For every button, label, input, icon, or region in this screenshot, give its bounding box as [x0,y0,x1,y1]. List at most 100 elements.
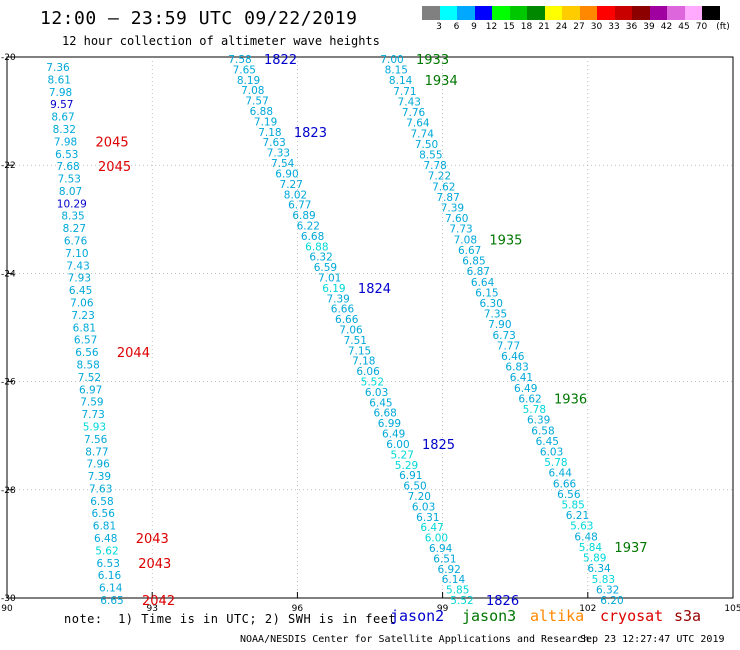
wave-height-value: 7.08 [241,85,264,97]
wave-height-value: 7.58 [228,54,251,66]
legend-tick-label: 36 [625,22,638,32]
wave-height-value: 6.53 [97,558,120,570]
wave-height-value: 8.27 [63,223,86,235]
page-title: 12:00 – 23:59 UTC 09/22/2019 [40,8,358,29]
wave-height-value: 6.91 [399,470,422,482]
wave-height-value: 5.85 [561,500,584,512]
legend-tick-label: 21 [538,22,550,32]
longitude-tick-label: 99 [437,604,449,614]
wave-height-value: 7.27 [280,179,303,191]
wave-height-value: 7.39 [88,471,111,483]
wave-height-value: 8.35 [61,211,84,223]
legend-tick-label: 6 [453,22,460,32]
wave-height-value: 6.56 [75,347,99,359]
wave-height-value: 7.74 [411,128,435,140]
wave-height-value: 6.48 [94,533,117,545]
wave-height-value: 7.87 [436,192,459,204]
legend-unit-label: (ft) [716,22,730,32]
wave-height-value: 6.51 [433,553,456,565]
legend-swatch [614,6,632,20]
wave-height-value: 7.59 [80,397,103,409]
pass-time-label: 1936 [554,392,587,407]
legend-tick-label: 30 [590,22,603,32]
wave-height-value: 7.90 [488,319,511,331]
longitude-tick-label: 93 [146,604,157,614]
legend-tick-label: 3 [436,22,442,32]
latitude-tick-label: -22 [1,161,16,171]
legend-tick-label: 39 [643,22,655,32]
wave-height-value: 5.29 [395,460,418,472]
wave-height-value: 7.39 [441,203,464,215]
pass-time-label: 2042 [142,594,175,609]
wave-height-value: 7.64 [406,118,430,130]
wave-height-legend-labels: 3 6 9 12 15 18 21 24 27 30 33 36 39 42 45 70 (ft) [422,22,732,34]
wave-height-value: 6.32 [596,584,619,596]
satellite-legend-jason3: jason3 [462,607,517,625]
wave-height-value: 6.15 [475,287,498,299]
map-frame [6,56,734,599]
wave-height-value: 6.56 [92,508,116,520]
legend-tick-label: 70 [695,22,708,32]
wave-height-value: 8.02 [284,189,307,201]
wave-height-value: 7.10 [65,248,88,260]
wave-height-value: 5.78 [523,404,546,416]
wave-height-value: 6.66 [553,478,577,490]
wave-height-value: 8.32 [53,124,76,136]
wave-height-value: 6.76 [64,236,88,248]
wave-height-value: 7.39 [326,293,349,305]
legend-swatch [492,6,510,20]
longitude-tick-label: 96 [292,604,304,614]
wave-height-value: 6.00 [386,439,409,451]
wave-height-value: 5.89 [583,553,606,565]
wave-height-value: 6.62 [518,393,541,405]
wave-height-value: 6.59 [314,262,337,274]
legend-swatch [684,6,702,20]
legend-swatch [579,6,597,20]
wave-height-value: 6.14 [442,574,466,586]
legend-swatch [562,6,580,20]
latitude-tick-label: -24 [1,269,16,279]
legend-swatch [422,6,440,20]
pass-time-label: 2043 [136,532,169,547]
wave-height-value: 6.47 [420,522,443,534]
wave-height-value: 7.36 [46,62,70,74]
wave-height-value: 7.35 [484,309,507,321]
wave-height-value: 6.32 [309,252,332,264]
wave-height-value: 8.14 [389,75,413,87]
wave-height-value: 7.78 [423,160,446,172]
satellite-legend-jason2: jason2 [390,607,445,625]
wave-height-value: 5.83 [592,574,615,586]
wave-height-value: 7.63 [89,483,112,495]
wave-height-value: 6.83 [505,362,528,374]
wave-height-value: 6.45 [69,285,92,297]
wave-height-value: 5.62 [95,545,118,557]
wave-height-value: 6.57 [74,335,97,347]
credit-line: NOAA/NESDIS Center for Satellite Applica… [240,634,590,645]
footer-note: note: 1) Time is in UTC; 2) SWH is in fe… [64,612,397,626]
wave-height-value: 5.85 [446,585,469,597]
wave-height-value: 7.73 [81,409,104,421]
wave-height-value: 7.77 [497,340,520,352]
longitude-tick-label: 90 [1,604,13,614]
pass-time-label: 2043 [138,557,171,572]
legend-swatch [474,6,492,20]
longitude-tick-label: 102 [579,604,596,614]
legend-tick-label: 33 [608,22,620,32]
wave-height-value: 6.06 [356,366,380,378]
pass-time-label: 1826 [486,594,519,609]
wave-height-value: 8.19 [237,75,260,87]
wave-height-value: 6.44 [549,468,573,480]
legend-tick-label: 15 [503,22,515,32]
wave-height-value: 7.98 [49,87,72,99]
wave-height-value: 6.67 [458,245,481,257]
legend-swatch [527,6,545,20]
wave-height-value: 7.43 [66,260,89,272]
wave-height-value: 6.45 [536,436,559,448]
wave-height-value: 7.56 [84,434,108,446]
wave-height-value: 6.64 [471,277,495,289]
wave-height-value: 6.56 [557,489,581,501]
wave-height-value: 7.06 [70,298,94,310]
wave-height-value: 8.61 [48,74,71,86]
wave-height-value: 8.67 [51,112,74,124]
wave-height-value: 6.53 [55,149,78,161]
